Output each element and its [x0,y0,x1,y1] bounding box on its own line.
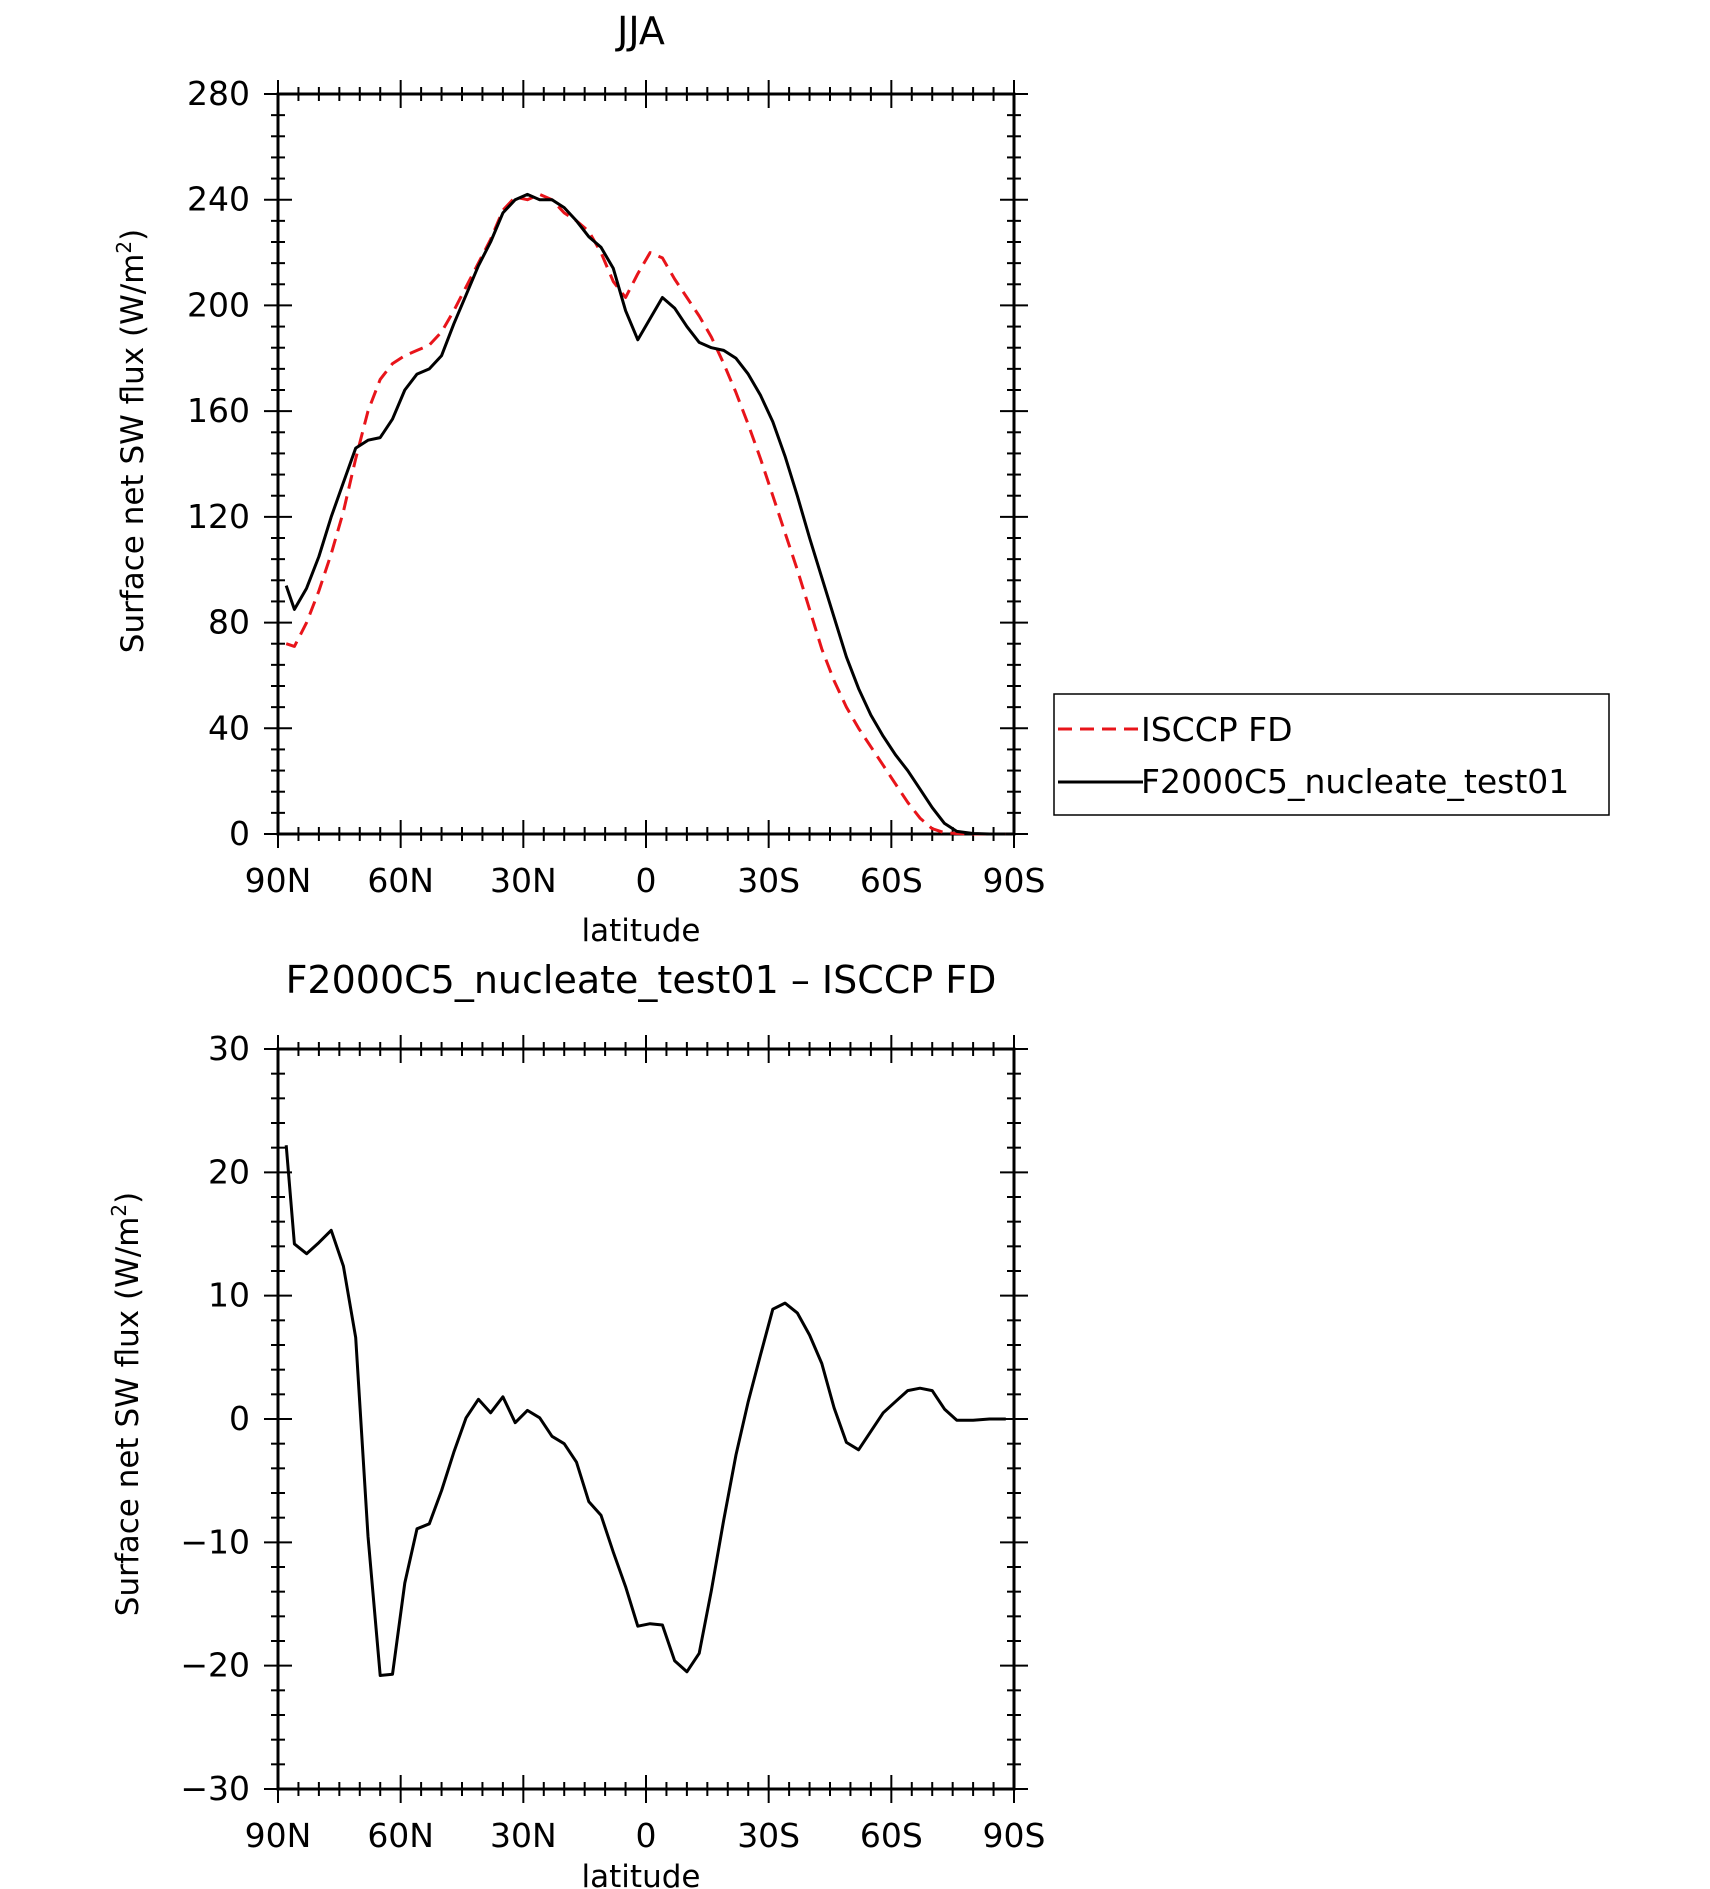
y-tick-label: 10 [208,1276,250,1315]
x-tick-label: 0 [636,1816,657,1855]
top-panel-jja: JJA 90N 60N 30N 0 30S 60S 90S 0 40 80 120 160 200 240… [112,9,1610,949]
x-tick-label: 60N [367,861,434,900]
legend-entry-f2000c5: F2000C5_nucleate_test01 [1141,762,1569,801]
legend-entry-isccp-fd: ISCCP FD [1141,710,1293,749]
x-tick-label: 90N [245,861,312,900]
series-line-f2000c5-nucleate-test01 [284,192,1006,836]
legend: ISCCP FD F2000C5_nucleate_test01 [1053,693,1610,816]
series-line-isccp-fd [285,192,1006,836]
y-tick-label: 200 [187,285,250,324]
y-tick-label: 240 [187,180,250,219]
y-tick-label: 280 [187,74,250,113]
y-axis-label-text: Surface net SW flux (W/m [115,254,151,654]
y-tick-label: 40 [208,708,250,747]
chart-title: JJA [615,9,665,53]
y-tick-label: 20 [208,1152,250,1191]
x-tick-label: 0 [636,861,657,900]
axis-frame: 90N 60N 30N 0 30S 60S 90S −30 −20 −10 0 10 20 30 [180,1029,1045,1855]
x-tick-label: 30S [737,861,800,900]
y-axis-label-superscript: 2 [112,241,136,254]
y-tick-label: −30 [180,1769,250,1808]
y-tick-label: 160 [187,391,250,430]
x-axis-label: latitude [582,1859,701,1889]
y-tick-label: −20 [180,1646,250,1685]
series-group [284,1145,1006,1677]
y-tick-label: 120 [187,497,250,536]
y-tick-label: 0 [229,1399,250,1438]
x-tick-label: 30N [490,861,557,900]
y-tick-label: 80 [208,603,250,642]
y-axis-label-close: ) [115,229,151,241]
y-tick-label: 30 [208,1029,250,1068]
chart-title: F2000C5_nucleate_test01 – ISCCP FD [286,958,997,1002]
y-axis-label: Surface net SW flux (W/m2) [112,229,151,653]
plot-frame [276,92,1016,836]
series-group [284,192,1006,836]
x-tick-label: 90S [983,861,1046,900]
y-axis-label-text: Surface net SW flux (W/m [110,1217,146,1617]
x-tick-label: 30N [490,1816,557,1855]
y-axis-label-close: ) [110,1192,146,1204]
series-line-difference [284,1145,1006,1677]
legend-box [1053,693,1610,816]
x-tick-label: 60S [860,1816,923,1855]
y-tick-label: 0 [229,814,250,853]
axis-frame: 90N 60N 30N 0 30S 60S 90S 0 40 80 120 160 200 240 280 [187,74,1045,900]
x-axis-label: latitude [582,913,701,949]
bottom-panel-difference: F2000C5_nucleate_test01 – ISCCP FD 90N 60… [107,958,1045,1889]
x-tick-label: 30S [737,1816,800,1855]
y-axis-label-superscript: 2 [107,1204,131,1217]
plot-frame [276,1047,1016,1791]
x-tick-label: 60N [367,1816,434,1855]
x-tick-label: 60S [860,861,923,900]
y-tick-label: −10 [180,1522,250,1561]
x-tick-label: 90N [245,1816,312,1855]
y-axis-label: Surface net SW flux (W/m2) [107,1192,146,1616]
x-tick-label: 90S [983,1816,1046,1855]
